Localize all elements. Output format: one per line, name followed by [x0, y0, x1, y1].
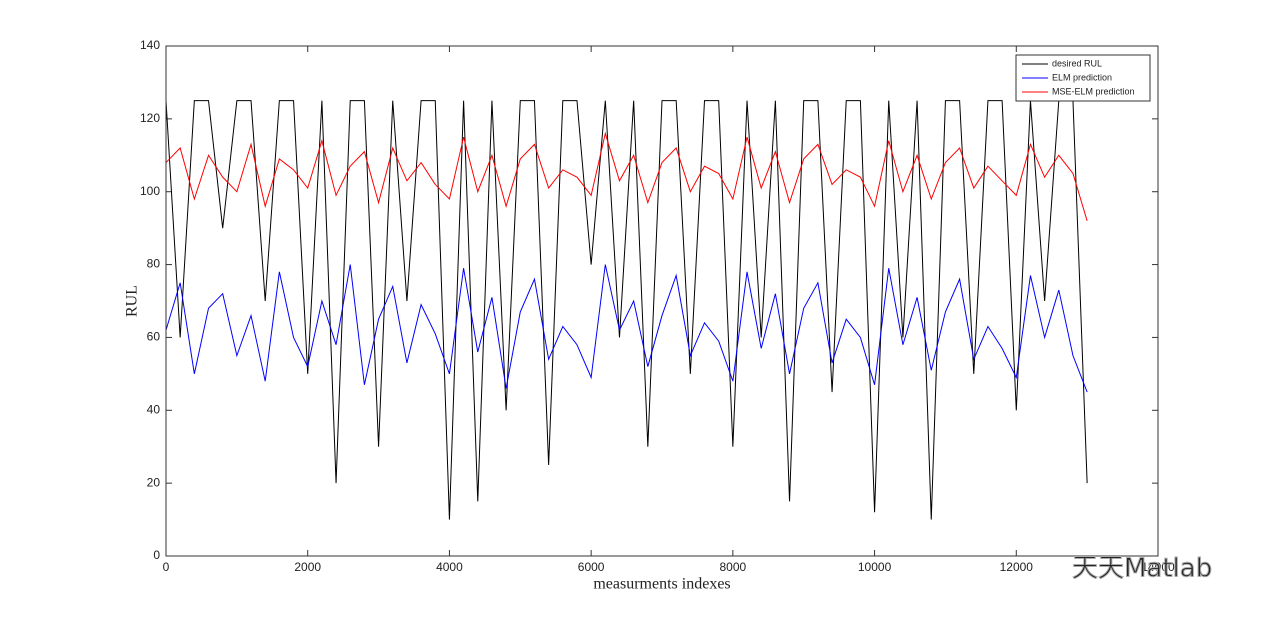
x-tick-label: 0: [163, 560, 170, 574]
x-tick-label: 2000: [294, 560, 321, 574]
legend-box: [1015, 54, 1151, 102]
y-tick-label: 40: [147, 402, 161, 416]
y-tick-label: 140: [140, 38, 160, 52]
x-tick-label: 12000: [1000, 560, 1034, 574]
series-line: [165, 131, 1088, 222]
x-tick-label: 10000: [858, 560, 892, 574]
legend-label: desired RUL: [1052, 58, 1102, 68]
legend-label: ELM prediction: [1052, 72, 1112, 82]
x-tick-label: 4000: [436, 560, 463, 574]
x-tick-label: 14000: [1141, 560, 1175, 574]
y-axis-label: RUL: [124, 285, 141, 317]
watermark: 天天Matlab: [1072, 554, 1212, 584]
x-axis-label: measurments indexes: [593, 576, 730, 593]
x-tick-label: 6000: [578, 560, 605, 574]
x-tick-label: 8000: [720, 560, 747, 574]
y-tick-label: 120: [140, 111, 160, 125]
y-tick-label: 100: [140, 184, 160, 198]
y-tick-label: 20: [147, 475, 161, 489]
series-line: [165, 100, 1088, 520]
plot-frame: [165, 45, 1159, 557]
y-tick-label: 0: [153, 548, 160, 562]
y-tick-label: 60: [147, 330, 161, 344]
y-tick-label: 80: [147, 257, 161, 271]
series-line: [165, 264, 1088, 393]
legend-label: MSE-ELM prediction: [1052, 86, 1135, 96]
